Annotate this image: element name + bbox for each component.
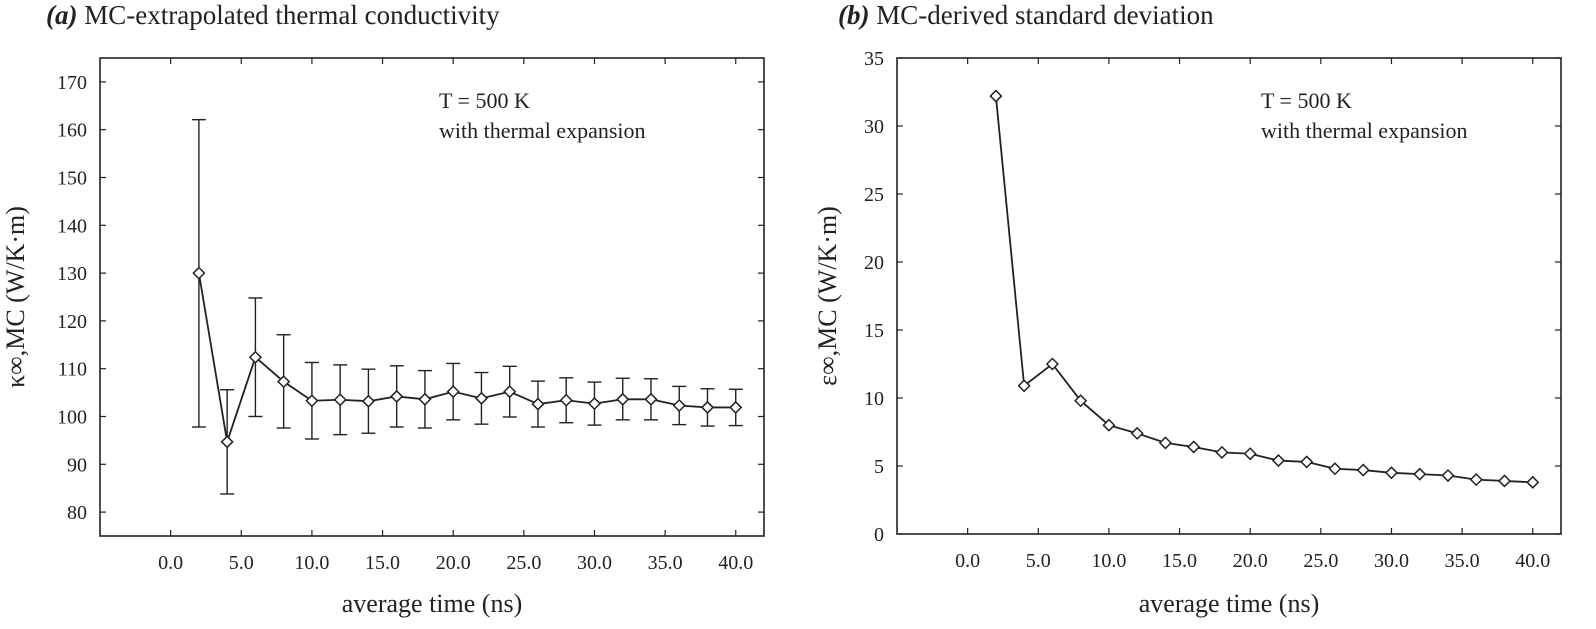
data-point-a: [474, 391, 489, 405]
data-point-a: [587, 397, 602, 411]
data-point-a: [672, 398, 686, 413]
y-tick-label-b: 20: [864, 252, 884, 274]
y-tick-label-a: 120: [57, 311, 87, 333]
x-axis-label-a: average time (ns): [342, 589, 522, 618]
y-tick-label-a: 150: [57, 168, 87, 190]
panel-a-chart: 0.0 5.0 10.0 15.0 20.0 25.0 30.0 35.0 40.0 80 90 10…: [1, 57, 765, 618]
data-point-a: [277, 375, 291, 389]
data-point-a: [333, 393, 347, 407]
data-point-b: [989, 89, 1003, 103]
x-tick-label-a: 0.0: [158, 552, 183, 574]
x-tick-label-a: 5.0: [229, 552, 254, 574]
y-tick-label-b: 25: [864, 184, 884, 206]
annotation-line-b: T = 500 K: [1261, 88, 1352, 113]
panel-b-tag: (b): [838, 0, 870, 30]
y-tick-label-b: 10: [864, 388, 884, 410]
y-tick-label-a: 130: [57, 263, 87, 285]
x-tick-label-b: 25.0: [1303, 550, 1338, 572]
data-point-a: [729, 400, 743, 414]
x-tick-label-a: 10.0: [294, 552, 329, 574]
data-point-a: [559, 393, 573, 407]
data-point-a: [644, 392, 658, 406]
annotation-line-b: with thermal expansion: [1261, 118, 1468, 143]
data-point-b: [1497, 474, 1512, 488]
data-point-a: [192, 266, 206, 280]
data-point-b: [1215, 445, 1229, 459]
x-tick-label-b: 0.0: [955, 550, 980, 572]
x-tick-label-b: 35.0: [1445, 550, 1480, 572]
data-point-b: [1130, 426, 1144, 440]
plot-frame-a: [99, 57, 765, 537]
data-point-b: [1017, 379, 1031, 393]
x-tick-label-b: 30.0: [1374, 550, 1409, 572]
x-tick-label-b: 5.0: [1026, 550, 1051, 572]
plot-frame-b: [896, 57, 1562, 535]
y-tick-label-a: 100: [57, 407, 87, 429]
y-axis-label-a: κ∞,MC (W/K·m): [1, 206, 30, 388]
x-tick-label-a: 15.0: [365, 552, 400, 574]
data-point-a: [361, 394, 375, 408]
x-tick-label-b: 20.0: [1233, 550, 1268, 572]
y-tick-label-a: 110: [58, 359, 87, 381]
panel-a-title-text: MC-extrapolated thermal conductivity: [84, 0, 500, 30]
panel-a-title: (a) MC-extrapolated thermal conductivity: [46, 0, 500, 31]
annotation-line-a: with thermal expansion: [439, 118, 646, 143]
data-point-a: [220, 435, 234, 449]
data-point-a: [305, 394, 319, 408]
data-point-b: [1469, 473, 1483, 487]
y-tick-label-a: 170: [57, 72, 87, 94]
data-point-b: [1441, 468, 1455, 483]
data-point-b: [1158, 436, 1172, 450]
y-tick-label-b: 35: [864, 48, 884, 70]
x-tick-label-a: 30.0: [577, 552, 612, 574]
data-point-b: [1102, 418, 1116, 432]
data-point-a: [616, 392, 630, 406]
y-tick-label-b: 5: [874, 456, 884, 478]
series-line-a: [198, 272, 736, 443]
x-tick-label-a: 35.0: [648, 552, 683, 574]
data-point-b: [1187, 440, 1201, 454]
y-tick-label-a: 90: [67, 454, 87, 476]
data-point-a: [418, 392, 432, 406]
data-point-b: [1328, 462, 1342, 476]
data-point-b: [1384, 466, 1399, 480]
annotation-line-a: T = 500 K: [439, 88, 530, 113]
y-tick-label-b: 15: [864, 320, 884, 342]
panel-a-tag: (a): [46, 0, 78, 30]
data-point-a: [700, 400, 715, 414]
data-point-b: [1271, 453, 1286, 468]
x-tick-label-a: 20.0: [436, 552, 471, 574]
x-tick-label-a: 25.0: [506, 552, 541, 574]
data-point-a: [531, 397, 545, 411]
panel-b-title: (b) MC-derived standard deviation: [838, 0, 1214, 31]
y-tick-label-b: 0: [874, 524, 884, 546]
x-tick-label-b: 40.0: [1515, 550, 1550, 572]
y-axis-label-b: ε∞,MC (W/K·m): [813, 206, 842, 386]
panel-b-chart: 0.0 5.0 10.0 15.0 20.0 25.0 30.0 35.0 40.0 0 5 10 15…: [813, 48, 1562, 618]
x-tick-label-b: 15.0: [1162, 550, 1197, 572]
data-point-a: [248, 350, 262, 364]
y-tick-label-a: 140: [57, 215, 87, 237]
data-point-a: [503, 385, 517, 399]
x-tick-label-b: 10.0: [1091, 550, 1126, 572]
data-point-b: [1300, 455, 1314, 469]
series-line-b: [994, 95, 1533, 484]
y-tick-label-a: 160: [57, 120, 87, 142]
data-point-b: [1243, 447, 1257, 461]
data-point-b: [1526, 475, 1540, 489]
data-point-b: [1356, 463, 1370, 477]
data-point-a: [446, 385, 460, 399]
data-point-b: [1413, 467, 1427, 481]
data-point-b: [1045, 357, 1059, 371]
data-point-a: [390, 389, 404, 403]
panel-b-title-text: MC-derived standard deviation: [876, 0, 1214, 30]
y-tick-label-b: 30: [864, 116, 884, 138]
y-tick-label-a: 80: [67, 502, 87, 524]
x-tick-label-a: 40.0: [718, 552, 753, 574]
data-point-b: [1074, 394, 1088, 408]
x-axis-label-b: average time (ns): [1139, 589, 1319, 618]
